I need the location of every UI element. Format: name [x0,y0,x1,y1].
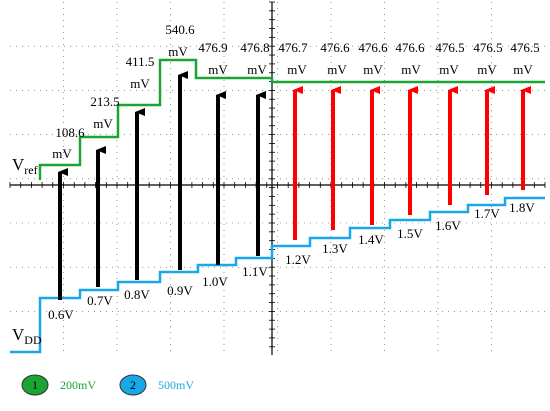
vref-value: 540.6 [165,22,195,37]
legend: 1 200mV 2 500mV [21,374,194,396]
vdd-value: 0.8V [124,287,150,302]
legend-scale: 200mV [60,378,96,392]
vdd-value: 1.1V [242,264,268,279]
vdd-value: 1.7V [474,206,500,221]
legend-number: 2 [130,378,136,392]
vref-value: 476.6 [358,40,388,55]
vref-value: 411.5 [126,54,155,69]
vref-unit: mV [93,116,113,131]
vref-value: 213.5 [90,94,119,109]
vref-value: 476.8 [240,40,269,55]
vref-unit: mV [477,62,497,77]
vdd-value: 1.8V [509,200,535,215]
vref-value: 476.5 [435,40,464,55]
vdd-label: VDD [12,325,42,347]
vref-value: 476.9 [198,40,227,55]
legend-badge [119,374,147,396]
vref-unit: mV [168,44,188,59]
vref-value: 476.5 [473,40,502,55]
vdd-trace [10,196,545,354]
vref-value: 476.6 [395,40,425,55]
vref-unit: mV [363,62,383,77]
vdd-value: 1.5V [397,226,423,241]
vref-value: 476.6 [320,40,350,55]
labels: 108.6 mV 213.5 mV 411.5 mV 540.6 mV 476.9 mV 476.8… [48,22,539,322]
vref-value: 476.5 [510,40,539,55]
vref-unit: mV [208,62,228,77]
vref-unit: mV [401,62,421,77]
vref-value: 476.7 [278,40,308,55]
vdd-value: 1.3V [322,241,348,256]
legend-number: 1 [32,378,38,392]
vdd-value: 0.7V [87,293,113,308]
vref-unit: mV [513,62,533,77]
vref-unit: mV [327,62,347,77]
vdd-value: 1.4V [358,232,384,247]
vref-unit: mV [287,62,307,77]
vref-label: Vref [12,155,38,177]
vref-unit: mV [247,62,267,77]
vref-value: 108.6 [55,125,85,140]
legend-badge [21,374,49,396]
vdd-value: 0.6V [48,307,74,322]
vref-unit: mV [439,62,459,77]
vdd-value: 0.9V [167,283,193,298]
vref-trace [38,58,545,180]
vref-unit: mV [52,146,72,161]
vref-unit: mV [130,76,150,91]
vdd-value: 1.2V [285,252,311,267]
legend-scale: 500mV [158,378,194,392]
vdd-value: 1.6V [435,218,461,233]
vdd-value: 1.0V [202,274,228,289]
arrows [58,71,531,300]
